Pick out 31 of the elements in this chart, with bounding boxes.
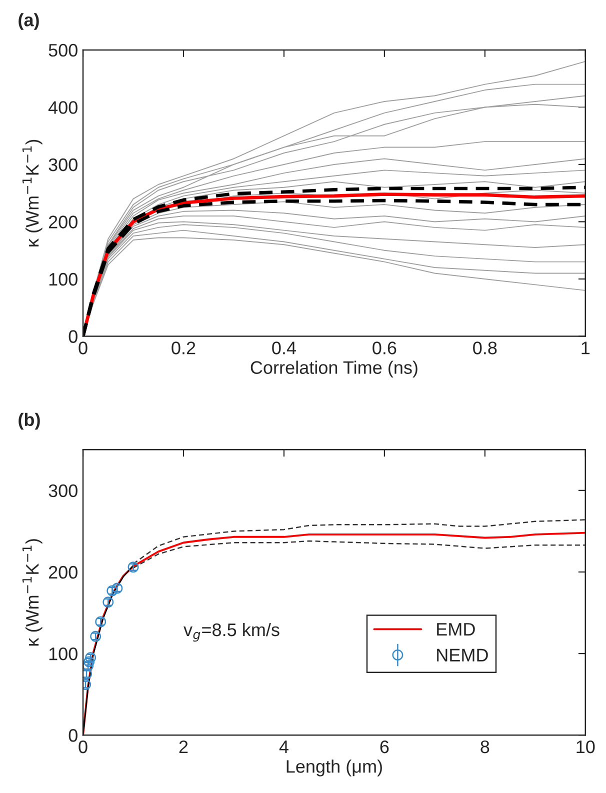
- y-axis-title: κ (Wm$^{−1}$K$^{−1}$): [22, 140, 42, 246]
- x-tick-label: 0: [78, 740, 88, 754]
- x-tick-label: 8: [480, 740, 490, 754]
- x-axis-title: Length (μm): [286, 760, 382, 776]
- x-tick-label: 6: [380, 740, 389, 754]
- y-tick-label: 200: [48, 566, 78, 579]
- legend-label: NEMD: [437, 648, 488, 662]
- x-tick-label: 4: [279, 740, 288, 754]
- y-tick-label: 500: [48, 44, 78, 57]
- x-tick-label: 1: [582, 342, 590, 354]
- y-tick-label: 100: [49, 647, 78, 660]
- x-tick-label: 0.2: [172, 342, 196, 354]
- y-tick-label: 300: [48, 484, 78, 498]
- y-tick-label: 100: [49, 272, 78, 286]
- legend-label: EMD: [437, 623, 475, 636]
- y-tick-label: 300: [48, 158, 78, 172]
- y-tick-label: 400: [48, 101, 78, 114]
- y-axis-title: κ (Wm$^{−1}$K$^{−1}$): [22, 539, 42, 646]
- x-tick-label: 0.4: [272, 342, 296, 354]
- x-tick-label: 10: [576, 740, 595, 754]
- x-tick-label: 2: [179, 740, 188, 754]
- y-tick-label: 200: [48, 216, 78, 228]
- x-axis-title: Correlation Time (ns): [250, 360, 418, 378]
- text: (a): [18, 13, 39, 30]
- x-tick-label: 0: [78, 342, 88, 354]
- x-tick-label: 0.6: [372, 342, 396, 354]
- annotation: v$_{g}$=8.5 km/s: [184, 622, 280, 642]
- x-tick-label: 0.8: [473, 342, 497, 354]
- text: (b): [18, 412, 40, 430]
- y-tick-label: 0: [68, 330, 78, 343]
- y-tick-label: 0: [68, 729, 78, 742]
